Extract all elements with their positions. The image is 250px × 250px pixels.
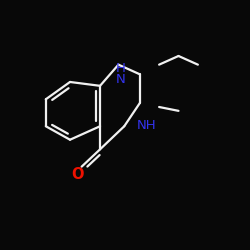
Text: O: O: [72, 167, 84, 182]
Text: NH: NH: [137, 119, 156, 132]
Text: H
N: H N: [116, 62, 125, 86]
